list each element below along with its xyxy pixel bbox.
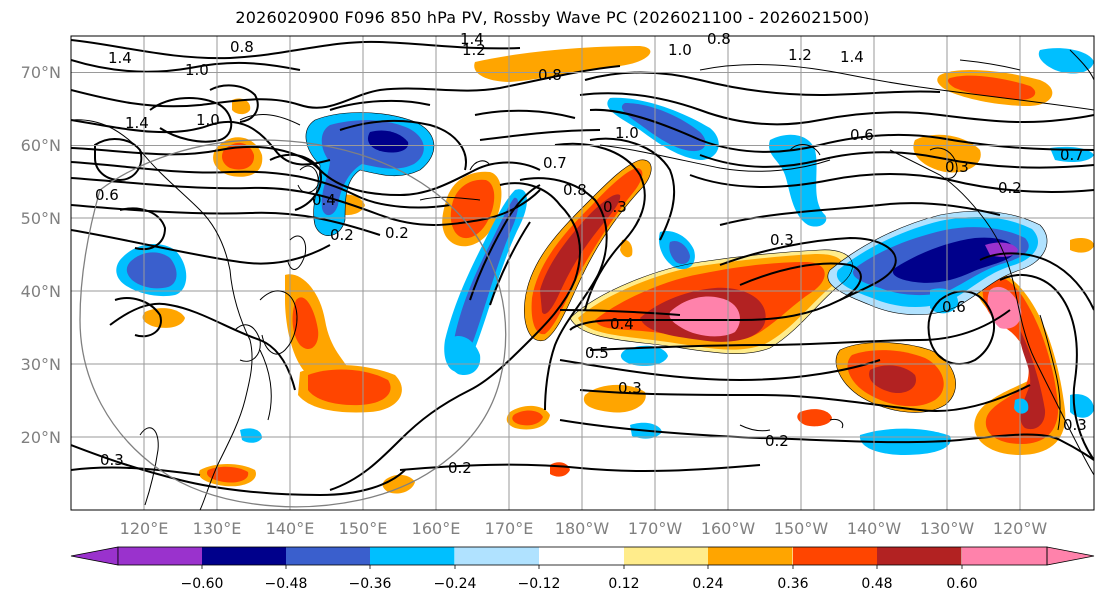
- contour-label: 1.0: [196, 111, 220, 129]
- lat-label: 50°N: [21, 209, 61, 228]
- lon-label: 150°E: [339, 519, 388, 538]
- lon-label: 120°W: [993, 519, 1048, 538]
- lon-label: 120°E: [120, 519, 169, 538]
- colorbar-tick-labels: −0.60 −0.48 −0.36 −0.24 −0.12 0.12 0.24 …: [181, 576, 978, 592]
- colorbar-bin: [202, 547, 287, 565]
- colorbar-tick: −0.48: [265, 576, 308, 592]
- contour-label: 0.3: [1063, 416, 1087, 434]
- contour-label: 0.2: [330, 226, 354, 244]
- lon-label: 130°W: [920, 519, 975, 538]
- colorbar-bin: [793, 547, 878, 565]
- lat-label: 70°N: [21, 63, 61, 82]
- contour-label: 1.4: [125, 114, 149, 132]
- colorbar-outline: [117, 546, 1048, 566]
- contour-label: 0.5: [585, 344, 609, 362]
- contour-label: 0.2: [385, 224, 409, 242]
- shading-layer: [71, 36, 1094, 510]
- contour-label: 0.8: [563, 181, 587, 199]
- lat-label: 40°N: [21, 282, 61, 301]
- colorbar-tick: −0.36: [349, 576, 392, 592]
- contour-label: 0.2: [998, 179, 1022, 197]
- contour-label: 0.3: [603, 198, 627, 216]
- colorbar-tick: −0.12: [518, 576, 561, 592]
- contour-label: 0.3: [618, 379, 642, 397]
- colorbar-tick: 0.36: [777, 576, 808, 592]
- colorbar-tick: 0.24: [692, 576, 723, 592]
- latitude-labels: 70°N 60°N 50°N 40°N 30°N 20°N: [21, 63, 61, 447]
- colorbar-bin: [962, 547, 1047, 565]
- colorbar: −0.60 −0.48 −0.36 −0.24 −0.12 0.12 0.24 …: [70, 546, 1095, 592]
- colorbar-extend-min: [70, 546, 119, 566]
- coastlines: [71, 49, 1094, 510]
- colorbar-bin: [455, 547, 540, 565]
- pv-contours: [71, 39, 1094, 497]
- lon-label: 170°W: [628, 519, 683, 538]
- colorbar-tick: 0.60: [946, 576, 977, 592]
- lat-label: 30°N: [21, 355, 61, 374]
- contour-labels: 1.4 1.0 0.8 1.2 1.0 1.4 0.8 1.2 1.4 0.8 …: [95, 30, 1087, 477]
- contour-label: 0.2: [448, 459, 472, 477]
- colorbar-bin: [877, 547, 962, 565]
- contour-label: 1.0: [615, 124, 639, 142]
- contour-label: 0.7: [1060, 146, 1084, 164]
- contour-label: 0.7: [543, 154, 567, 172]
- lat-label: 60°N: [21, 136, 61, 155]
- colorbar-tick: −0.60: [181, 576, 224, 592]
- contour-label: 0.3: [945, 158, 969, 176]
- longitude-labels: 120°E 130°E 140°E 150°E 160°E 170°E 180°…: [120, 519, 1048, 538]
- reference-circle: [79, 139, 507, 508]
- map-title: 2026020900 F096 850 hPa PV, Rossby Wave …: [235, 8, 870, 27]
- colorbar-bin: [624, 547, 709, 565]
- contour-label: 0.3: [100, 451, 124, 469]
- graticule: [71, 36, 1094, 510]
- colorbar-bin: [708, 547, 793, 565]
- contour-label: 1.2: [788, 46, 812, 64]
- colorbar-tick: 0.12: [608, 576, 639, 592]
- contour-label: 0.6: [942, 298, 966, 316]
- colorbar-extend-max: [1046, 546, 1095, 566]
- contour-label: 0.8: [230, 38, 254, 56]
- positive-pv-anomalies: [142, 46, 1094, 494]
- colorbar-tick: 0.48: [861, 576, 892, 592]
- colorbar-bin: [118, 547, 203, 565]
- contour-label: 0.4: [312, 191, 336, 209]
- lon-label: 180°W: [555, 519, 610, 538]
- shading-outlines: [305, 112, 1048, 413]
- contour-label: 0.2: [765, 432, 789, 450]
- colorbar-bin: [539, 547, 624, 565]
- colorbar-bin: [370, 547, 455, 565]
- contour-label: 0.3: [770, 231, 794, 249]
- lon-label: 140°W: [847, 519, 902, 538]
- lon-label: 160°E: [412, 519, 461, 538]
- contour-label: 0.4: [610, 315, 634, 333]
- contour-label: 1.0: [668, 41, 692, 59]
- lon-label: 150°W: [774, 519, 829, 538]
- contour-label: 0.8: [707, 30, 731, 48]
- lon-label: 170°E: [485, 519, 534, 538]
- lon-label: 160°W: [701, 519, 756, 538]
- contour-label: 0.8: [538, 66, 562, 84]
- colorbar-tick: −0.24: [434, 576, 477, 592]
- contour-label: 1.0: [185, 61, 209, 79]
- contour-label: 1.2: [462, 41, 486, 59]
- lon-label: 140°E: [266, 519, 315, 538]
- colorbar-bin: [286, 547, 371, 565]
- contour-label: 0.6: [95, 186, 119, 204]
- contour-label: 1.4: [840, 48, 864, 66]
- contour-label: 1.4: [460, 30, 484, 48]
- contour-label: 0.6: [850, 126, 874, 144]
- contour-label: 1.4: [108, 49, 132, 67]
- lon-label: 130°E: [193, 519, 242, 538]
- colorbar-ticks: [201, 565, 963, 569]
- lat-label: 20°N: [21, 428, 61, 447]
- map-frame: [70, 35, 1095, 511]
